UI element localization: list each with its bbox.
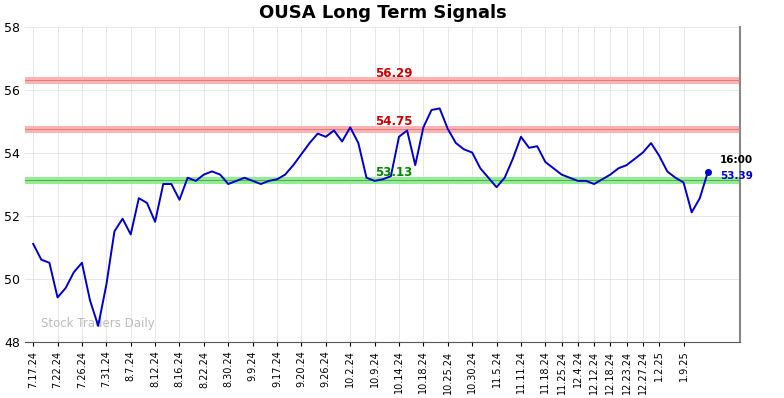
Text: 16:00: 16:00 [720,155,753,165]
Text: 53.39: 53.39 [720,171,753,181]
Text: 54.75: 54.75 [375,115,412,128]
Text: 56.29: 56.29 [375,66,412,80]
Text: Stock Traders Daily: Stock Traders Daily [42,317,155,330]
Text: 53.13: 53.13 [375,166,412,179]
Title: OUSA Long Term Signals: OUSA Long Term Signals [259,4,506,22]
